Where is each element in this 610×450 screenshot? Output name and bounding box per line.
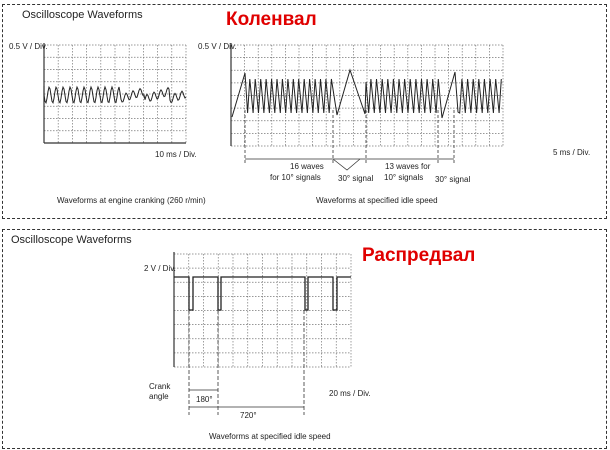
crank-angle-label-2: angle	[149, 392, 169, 401]
label-30-signal-a: 30° signal	[338, 174, 374, 183]
cam-caption: Waveforms at specified idle speed	[209, 432, 331, 441]
label-16-waves-2: for 10° signals	[270, 173, 321, 182]
idle-waveform	[231, 68, 502, 119]
crank-angle-label: Crank	[149, 382, 171, 391]
crankshaft-panel	[2, 4, 607, 219]
cam-panel-title: Oscilloscope Waveforms	[11, 234, 132, 246]
angle-720-label: 720°	[240, 411, 257, 420]
cam-volt-div: 2 V / Div.	[144, 264, 176, 273]
right-time-div: 5 ms / Div.	[553, 148, 591, 157]
label-16-waves: 16 waves	[290, 162, 324, 171]
right-caption: Waveforms at specified idle speed	[316, 196, 438, 205]
right-volt-div: 0.5 V / Div.	[198, 42, 237, 51]
angle-180-label: 180°	[196, 395, 213, 404]
label-30-signal-b: 30° signal	[435, 175, 471, 184]
30-signal-pointer	[332, 158, 361, 171]
left-volt-div: 0.5 V / Div.	[9, 42, 48, 51]
cam-time-div: 20 ms / Div.	[329, 389, 371, 398]
camshaft-heading: Распредвал	[362, 245, 476, 266]
crank-panel-title: Oscilloscope Waveforms	[22, 9, 143, 21]
left-time-div: 10 ms / Div.	[155, 150, 197, 159]
label-13-waves: 13 waves for	[385, 162, 431, 171]
crankshaft-heading: Коленвал	[226, 9, 317, 30]
cam-waveform	[174, 276, 351, 311]
label-13-waves-2: 10° signals	[384, 173, 424, 182]
left-caption: Waveforms at engine cranking (260 r/min)	[57, 196, 206, 205]
cranking-waveform	[43, 85, 187, 105]
